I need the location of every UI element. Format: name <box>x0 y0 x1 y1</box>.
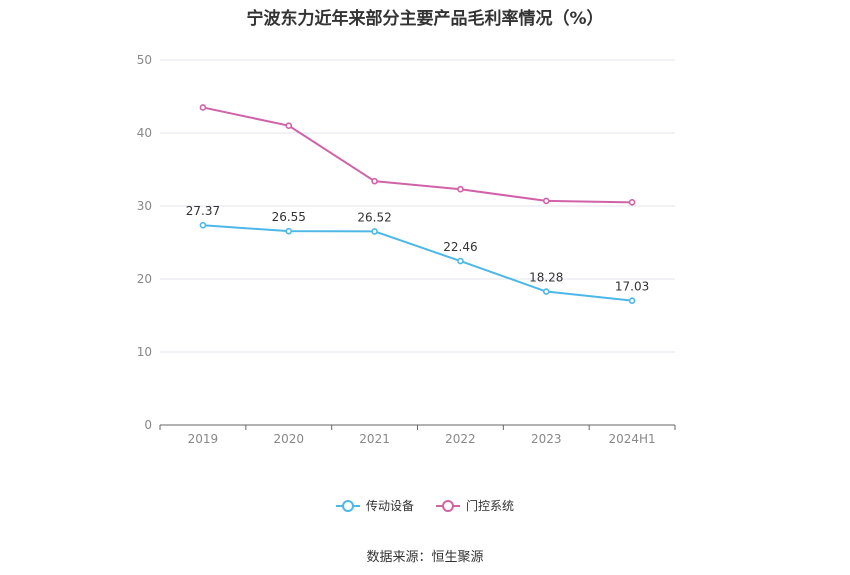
x-tick-label: 2023 <box>531 432 562 446</box>
grid-lines <box>160 59 675 353</box>
x-tick-label: 2024H1 <box>608 432 655 446</box>
chart-title: 宁波东力近年来部分主要产品毛利率情况（%） <box>246 9 604 29</box>
y-tick-label: 10 <box>137 345 152 359</box>
data-point[interactable] <box>285 227 293 235</box>
legend-label: 门控系统 <box>466 499 515 513</box>
legend: 传动设备 门控系统 <box>0 497 850 514</box>
data-label: 22.46 <box>443 240 477 254</box>
data-point[interactable] <box>542 288 550 295</box>
data-point[interactable] <box>628 297 636 304</box>
data-point[interactable] <box>199 104 207 111</box>
series-lines <box>199 104 636 304</box>
data-point[interactable] <box>371 228 378 235</box>
data-label: 27.37 <box>186 204 220 218</box>
data-point[interactable] <box>542 197 550 205</box>
axes: 0 10 20 30 40 50 2019 2020 2021 2022 2023 2024H1 <box>137 53 676 446</box>
data-label: 17.03 <box>615 280 649 294</box>
data-point[interactable] <box>371 177 378 185</box>
source-note: 数据来源：恒生聚源 <box>366 550 484 565</box>
y-tick-label: 30 <box>137 199 152 213</box>
data-point[interactable] <box>628 199 636 206</box>
data-point[interactable] <box>199 221 207 229</box>
legend-swatch-icon <box>436 499 460 512</box>
y-tick-label: 50 <box>137 53 152 67</box>
legend-swatch-icon <box>335 499 360 512</box>
data-point[interactable] <box>457 257 464 265</box>
x-tick-label: 2021 <box>359 432 390 446</box>
legend-label: 传动设备 <box>365 499 414 513</box>
data-label: 26.55 <box>272 210 306 224</box>
x-tick-label: 2020 <box>273 432 304 446</box>
y-tick-label: 20 <box>137 272 152 286</box>
data-point[interactable] <box>285 122 293 129</box>
legend-item-transmission[interactable]: 传动设备 <box>335 497 414 514</box>
x-tick-label: 2019 <box>188 432 219 446</box>
data-point[interactable] <box>457 185 464 193</box>
data-labels: 27.37 26.55 26.52 22.46 18.28 17.03 <box>186 204 650 293</box>
legend-item-door-control[interactable]: 门控系统 <box>436 497 514 514</box>
series-line <box>202 224 633 302</box>
data-label: 26.52 <box>357 210 391 224</box>
series-line <box>202 106 633 204</box>
y-tick-label: 0 <box>144 418 152 432</box>
x-tick-label: 2022 <box>445 432 476 446</box>
y-tick-label: 40 <box>137 126 152 140</box>
data-label: 18.28 <box>529 271 563 285</box>
